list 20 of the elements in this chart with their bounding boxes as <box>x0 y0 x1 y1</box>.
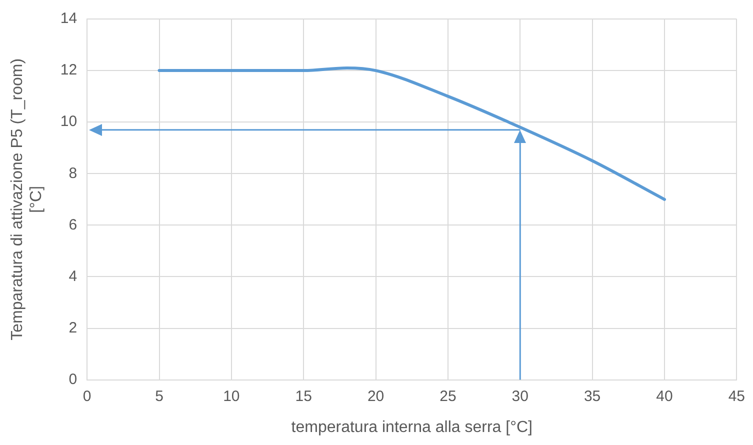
x-axis-title: temperatura interna alla serra [°C] <box>291 418 532 436</box>
y-axis-title: Temparatura di attivazione P5 (T_room) [°C] <box>9 58 46 340</box>
y-tick-label: 12 <box>60 62 78 79</box>
y-tick-label: 8 <box>68 164 78 182</box>
y-tick-label: 6 <box>68 216 78 234</box>
x-tick-label: 0 <box>82 388 92 405</box>
x-tick-label: 15 <box>295 388 312 405</box>
y-tick-label: 0 <box>68 370 78 388</box>
y-tick-label: 2 <box>68 319 78 336</box>
x-tick-label: 10 <box>223 388 240 405</box>
x-tick-label: 35 <box>584 388 601 405</box>
x-tick-label: 45 <box>728 388 745 405</box>
y-tick-label: 14 <box>60 10 78 28</box>
x-tick-label: 20 <box>367 388 384 405</box>
x-tick-label: 5 <box>155 388 164 405</box>
x-tick-label: 40 <box>656 388 673 405</box>
y-tick-label: 4 <box>68 268 78 285</box>
x-tick-label: 25 <box>440 388 456 405</box>
x-tick-label: 30 <box>512 388 528 405</box>
y-tick-label: 10 <box>60 113 78 130</box>
